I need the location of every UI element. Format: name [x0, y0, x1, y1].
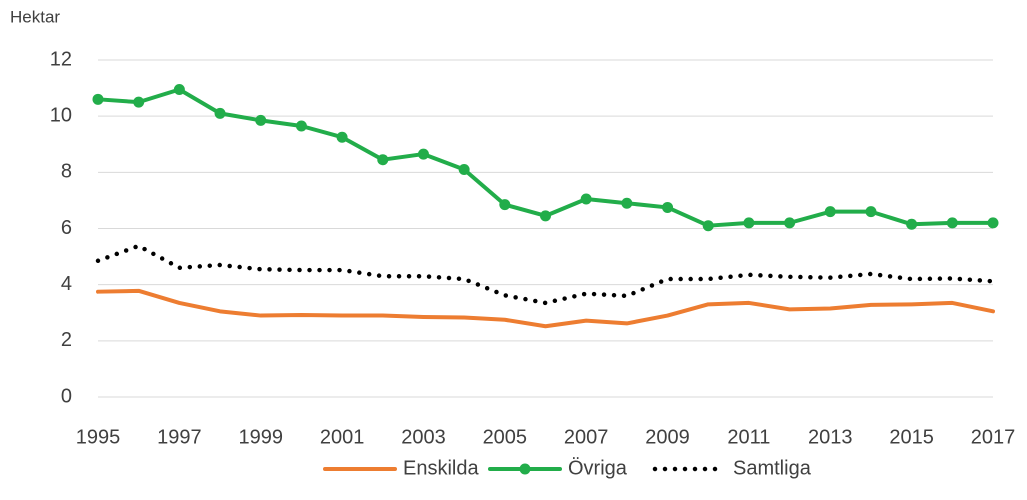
point-marker	[580, 193, 592, 205]
x-tick-label: 2015	[889, 426, 934, 448]
point-marker	[417, 148, 429, 160]
point-marker	[865, 206, 877, 218]
legend-label: Samtliga	[733, 457, 812, 479]
point-marker	[133, 96, 145, 108]
point-marker	[92, 93, 104, 105]
y-tick-label: 4	[61, 273, 72, 295]
point-marker	[946, 217, 958, 229]
legend-label: Övriga	[568, 457, 628, 479]
y-axis-label: Hektar	[10, 7, 60, 26]
y-tick-label: 12	[50, 48, 72, 70]
point-marker	[214, 107, 226, 119]
point-marker	[987, 217, 999, 229]
series-line	[96, 87, 995, 228]
x-tick-label: 2017	[971, 426, 1016, 448]
point-marker	[173, 83, 185, 95]
point-marker	[458, 164, 470, 176]
y-tick-label: 8	[61, 161, 72, 183]
x-tick-label: 2013	[808, 426, 853, 448]
legend-marker	[519, 463, 531, 475]
point-marker	[906, 218, 918, 230]
point-marker	[662, 201, 674, 213]
point-marker	[621, 197, 633, 209]
x-tick-label: 2003	[401, 426, 446, 448]
x-tick-label: 2009	[645, 426, 690, 448]
y-tick-label: 6	[61, 217, 72, 239]
point-marker	[743, 217, 755, 229]
x-tick-label: 2005	[483, 426, 528, 448]
x-tick-label: 1995	[76, 426, 121, 448]
point-marker	[702, 220, 714, 232]
y-tick-label: 0	[61, 385, 72, 407]
series-line	[95, 243, 996, 306]
x-tick-label: 1997	[157, 426, 202, 448]
point-marker	[336, 131, 348, 143]
x-tick-label: 1999	[238, 426, 283, 448]
point-marker	[824, 206, 836, 218]
point-marker	[377, 154, 389, 166]
x-tick-label: 2011	[727, 426, 770, 448]
x-tick-label: 2001	[320, 426, 365, 448]
point-marker	[540, 210, 551, 222]
x-tick-label: 2007	[564, 426, 609, 448]
y-tick-label: 10	[50, 104, 72, 126]
point-marker	[255, 114, 267, 126]
point-marker	[295, 120, 307, 132]
point-marker	[499, 199, 511, 211]
legend-label: Enskilda	[403, 457, 479, 479]
point-marker	[784, 217, 796, 229]
y-tick-label: 2	[61, 329, 72, 351]
series-line	[96, 288, 995, 329]
